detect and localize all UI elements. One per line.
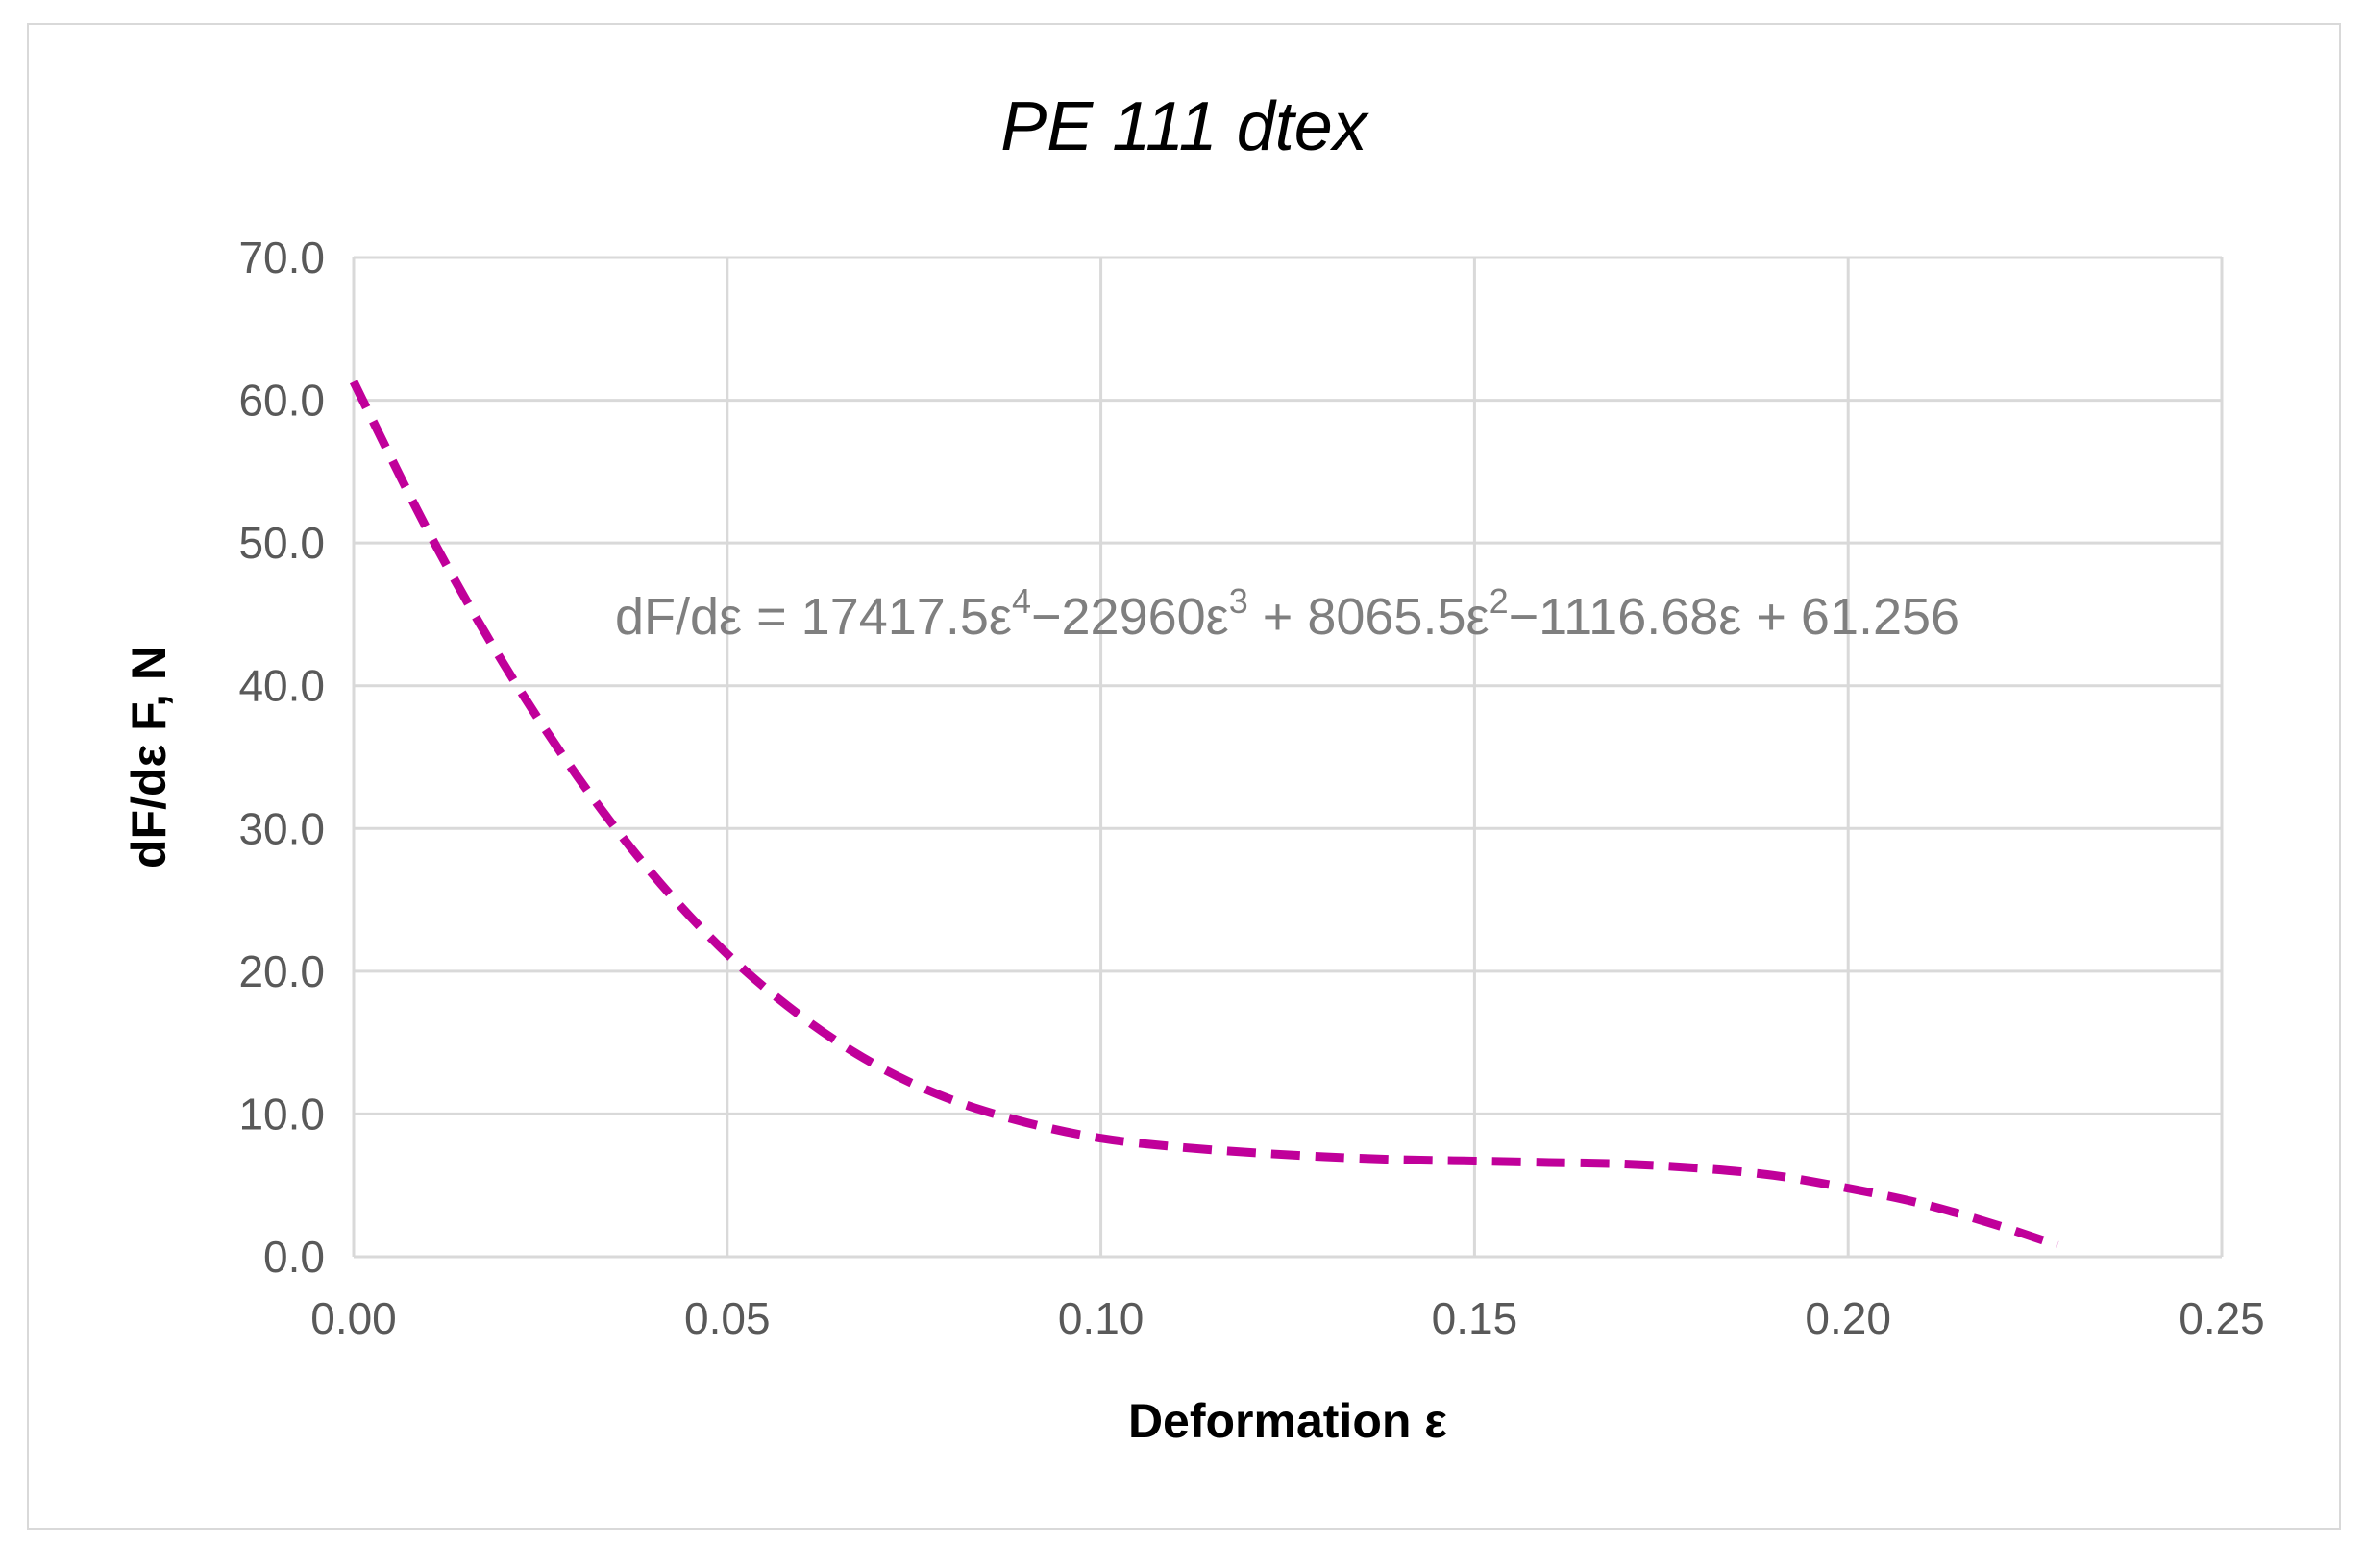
data-point [1922, 1204, 1923, 1205]
data-point [1773, 1175, 1774, 1176]
data-point [1250, 1152, 1251, 1153]
x-tick-label: 0.05 [684, 1293, 771, 1343]
data-point [951, 1099, 952, 1100]
data-point [876, 1065, 877, 1066]
data-point [1324, 1157, 1325, 1158]
chart-title: PE 111 dtex [1000, 88, 1370, 165]
equation-annotation: dF/dε = 17417.5ε4−22960ε3 + 8065.5ε2−111… [615, 581, 1959, 646]
series-line [349, 380, 2059, 1250]
x-tick-label: 0.10 [1058, 1293, 1145, 1343]
data-point [1025, 1122, 1026, 1123]
x-tick-label: 0.20 [1805, 1293, 1891, 1343]
data-point [1997, 1225, 1998, 1226]
y-tick-label: 20.0 [238, 946, 325, 996]
data-point [578, 776, 579, 777]
data-point [1474, 1161, 1475, 1162]
data-point [428, 531, 429, 532]
equation-term-4: −1116.68ε + 61.256 [1509, 588, 1960, 646]
x-tick-label: 0.15 [1432, 1293, 1518, 1343]
data-point [1399, 1159, 1400, 1160]
y-tick-label: 70.0 [238, 233, 325, 282]
y-tick-label: 10.0 [238, 1089, 325, 1139]
y-tick-label: 40.0 [238, 661, 325, 711]
equation-lhs: dF/dε = 17417.5ε [615, 588, 1012, 646]
data-point [1549, 1162, 1550, 1163]
x-tick-label: 0.00 [310, 1293, 397, 1343]
equation-term-2: −22960ε [1031, 588, 1229, 646]
equation-power-4: 4 [1012, 581, 1031, 621]
y-tick-label: 50.0 [238, 518, 325, 568]
equation-term-3: + 8065.5ε [1248, 588, 1490, 646]
data-point [1698, 1167, 1699, 1168]
equation-power-3: 3 [1229, 581, 1248, 621]
y-tick-label: 0.0 [263, 1232, 325, 1282]
data-point [1100, 1138, 1101, 1139]
grid [352, 256, 2224, 1259]
equation-power-2: 2 [1490, 581, 1509, 621]
series-layer [349, 380, 2059, 1250]
data-point [503, 662, 504, 663]
data-point [354, 381, 355, 382]
data-point [1175, 1146, 1176, 1147]
tick-labels: 0.0 10.0 20.0 30.0 40.0 50.0 60.0 70.0 0.00 0.05 0… [238, 233, 2264, 1343]
data-point [2056, 1245, 2057, 1246]
y-tick-label: 30.0 [238, 803, 325, 853]
y-tick-label: 60.0 [238, 376, 325, 426]
x-axis-label: Deformation ε [1128, 1394, 1447, 1448]
data-point [726, 954, 727, 955]
y-axis-label: dF/dε F, N [122, 646, 176, 869]
x-tick-label: 0.25 [2179, 1293, 2265, 1343]
chart-area [27, 23, 2341, 1530]
